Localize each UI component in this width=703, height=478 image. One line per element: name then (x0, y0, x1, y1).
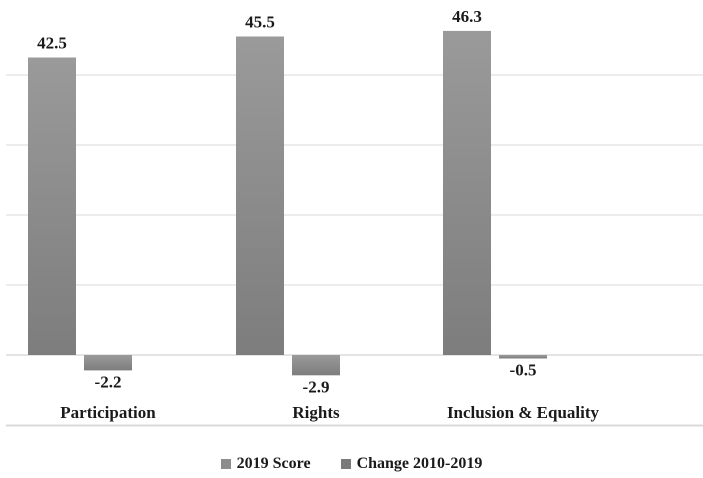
bar-change-1 (84, 355, 132, 371)
category-label-2: Rights (292, 403, 340, 422)
legend-swatch-change (340, 459, 351, 469)
bar-score-3 (443, 30, 491, 356)
data-label-change-1: -2.2 (95, 372, 122, 391)
legend-label-change: Change 2010-2019 (356, 455, 483, 472)
bars (28, 30, 547, 376)
labels: 42.5 -2.2 Participation 45.5 -2.9 Rights 46.3 -… (37, 7, 599, 422)
data-label-change-2: -2.9 (303, 377, 330, 396)
data-label-score-3: 46.3 (452, 7, 482, 26)
bar-change-3 (499, 355, 547, 359)
legend-item-score: 2019 Score (220, 455, 311, 473)
data-label-score-1: 42.5 (37, 34, 67, 53)
data-label-score-2: 45.5 (245, 13, 275, 32)
category-label-3: Inclusion & Equality (447, 403, 600, 422)
legend-item-change: Change 2010-2019 (340, 455, 483, 473)
legend-swatch-score (220, 459, 231, 469)
bar-change-2 (292, 355, 340, 376)
legend-label-score: 2019 Score (236, 455, 311, 472)
legend: 2019 Score Change 2010-2019 (0, 455, 703, 473)
data-label-change-3: -0.5 (510, 361, 537, 380)
bar-score-1 (28, 57, 76, 355)
bar-score-2 (236, 36, 284, 355)
category-label-1: Participation (60, 403, 156, 422)
